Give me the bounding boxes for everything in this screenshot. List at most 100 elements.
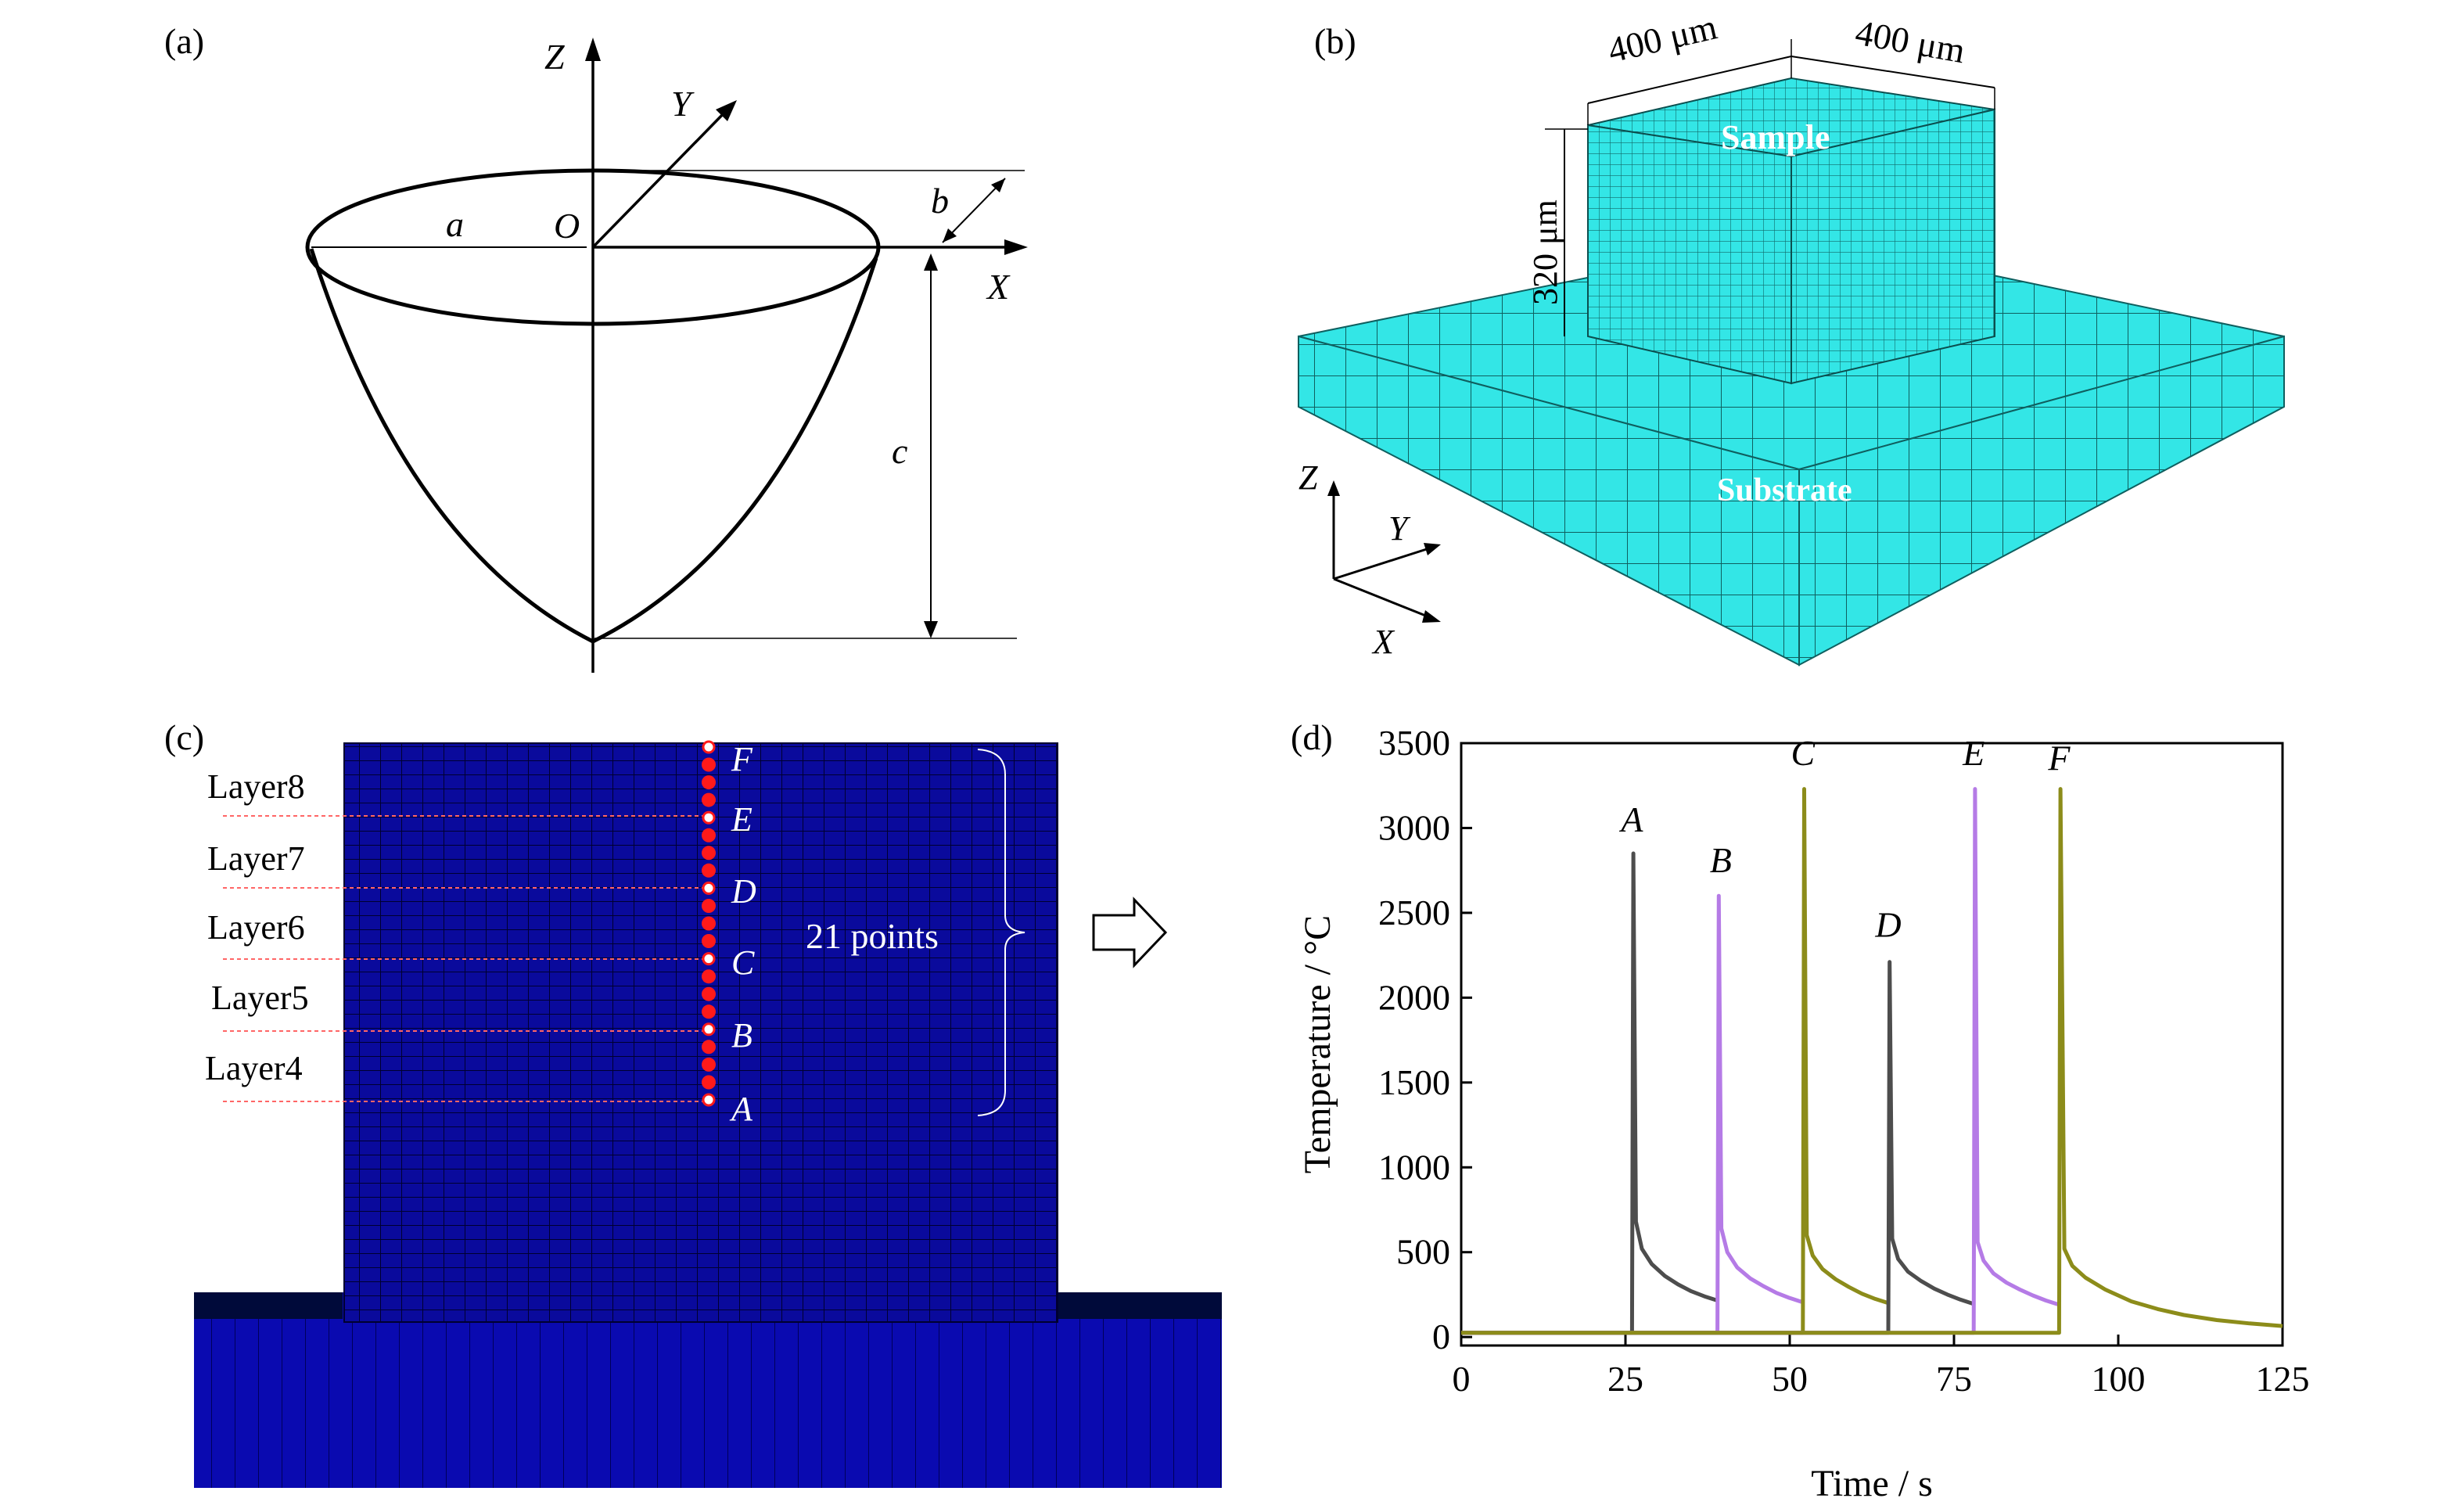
c-sample-block <box>343 742 1058 1323</box>
dim-b-line <box>942 178 1006 243</box>
point-label-c: C <box>731 943 755 982</box>
series-line-b <box>1461 893 1804 1335</box>
sample-point <box>702 916 716 931</box>
y-tick-label: 1500 <box>1378 1062 1450 1102</box>
c-layer-lines <box>223 815 708 1102</box>
b-y-arrow-icon <box>1424 543 1441 555</box>
dim-width-label: 400 μm <box>1604 6 1721 70</box>
dim-b-label: b <box>931 181 949 221</box>
chart-frame <box>1460 742 2284 1347</box>
y-tick-label: 500 <box>1396 1232 1450 1272</box>
annotation-c: C <box>1791 733 1816 773</box>
y-tick-label: 2000 <box>1378 977 1450 1017</box>
point-label-e: E <box>731 800 752 839</box>
sample-point <box>702 792 716 807</box>
sample-point <box>702 952 716 966</box>
annotation-d: D <box>1874 904 1901 944</box>
b-x-arrow-icon <box>1422 610 1441 623</box>
c-points-count-label: 21 points <box>806 916 939 956</box>
dim-depth-line <box>1791 56 1995 88</box>
layer-label: Layer8 <box>207 767 305 806</box>
y-tick-label: 0 <box>1432 1317 1450 1356</box>
layer-label: Layer5 <box>211 979 309 1017</box>
sample-point <box>702 881 716 895</box>
sample-point <box>702 757 716 772</box>
series-line-c <box>1461 787 1889 1335</box>
y-tick-label: 3000 <box>1378 807 1450 847</box>
annotation-f: F <box>2047 738 2071 778</box>
dim-b-arrow-icon <box>943 228 957 243</box>
c-point-labels: F E D C B A <box>729 740 756 1128</box>
annotation-b: B <box>1710 840 1732 880</box>
c-substrate-lower <box>194 1319 1222 1488</box>
panel-d-label: (d) <box>1291 717 1333 757</box>
z-axis-label: Z <box>544 37 565 77</box>
dim-width-line <box>1587 56 1792 104</box>
sample-point <box>702 934 716 948</box>
y-tick-label: 1000 <box>1378 1147 1450 1187</box>
panel-c: (c) Layer8 Layer7 Layer6 Layer5 Layer4 F <box>164 717 1222 1488</box>
y-axis-arrow-icon <box>716 100 737 121</box>
sample-point <box>702 1057 716 1072</box>
c-substrate-strip-right <box>1058 1292 1222 1319</box>
y-tick-label: 2500 <box>1378 893 1450 932</box>
sample-point <box>702 899 716 913</box>
panel-c-label: (c) <box>164 717 204 757</box>
sample-point <box>702 1075 716 1090</box>
sample-point <box>702 1022 716 1037</box>
substrate-label: Substrate <box>1717 472 1852 508</box>
annotation-e: E <box>1962 733 1984 773</box>
dim-c-arrow-icon-2 <box>924 621 938 638</box>
panel-a-label: (a) <box>164 21 204 61</box>
heat-source-ellipse <box>305 168 881 326</box>
sample-point <box>702 969 716 984</box>
series-line-e <box>1461 787 2060 1335</box>
point-label-a: A <box>729 1090 753 1128</box>
y-axis <box>591 108 729 249</box>
sample-point <box>702 846 716 860</box>
arrow-right-icon <box>1092 896 1168 968</box>
sample-point <box>702 1004 716 1019</box>
layer-label: Layer6 <box>207 908 305 947</box>
x-tick-label: 125 <box>2256 1359 2310 1399</box>
x-axis-label: X <box>986 267 1011 307</box>
series-line-a <box>1461 851 1719 1335</box>
chart-y-axis-label: Temperature / °C <box>1297 915 1338 1173</box>
x-tick-label: 0 <box>1453 1359 1471 1399</box>
series-line-f <box>1461 787 2283 1335</box>
c-brace <box>977 749 1025 1116</box>
c-layer-labels: Layer8 Layer7 Layer6 Layer5 Layer4 <box>205 767 309 1087</box>
dim-depth-label: 400 μm <box>1852 13 1968 71</box>
dim-height-label: 320 μm <box>1526 199 1564 305</box>
sample-label: Sample <box>1721 118 1830 156</box>
sample-point <box>702 1093 716 1107</box>
b-y-axis <box>1333 546 1432 580</box>
y-tick-label: 3500 <box>1378 723 1450 763</box>
dim-b-arrow-icon-2 <box>991 178 1005 192</box>
sample-point <box>702 775 716 790</box>
z-axis-arrow-icon <box>585 38 601 61</box>
sample-point <box>702 740 716 754</box>
b-z-label: Z <box>1298 458 1318 497</box>
x-tick-label: 50 <box>1772 1359 1808 1399</box>
sample-point <box>702 986 716 1001</box>
substrate-right-side <box>1798 335 2285 666</box>
b-y-label: Y <box>1388 509 1411 548</box>
x-tick-label: 25 <box>1607 1359 1643 1399</box>
chart-ticks: 0 25 50 75 100 125 0 500 1000 1500 2000 2500 3000 350… <box>1378 723 2310 1399</box>
point-label-b: B <box>731 1016 752 1055</box>
y-axis-label: Y <box>671 84 695 124</box>
panel-b-label: (b) <box>1314 21 1356 61</box>
point-label-f: F <box>731 740 753 778</box>
sample-point <box>702 863 716 878</box>
heat-source-body <box>309 248 878 644</box>
series-line-d <box>1461 960 1974 1335</box>
sample-point <box>702 1040 716 1055</box>
origin-label: O <box>554 206 580 246</box>
b-x-axis <box>1333 577 1432 620</box>
dim-c-label: c <box>892 431 907 471</box>
c-substrate-strip-left <box>194 1292 343 1319</box>
chart-x-axis-label: Time / s <box>1811 1463 1933 1504</box>
x-axis-arrow-icon <box>1004 239 1028 255</box>
